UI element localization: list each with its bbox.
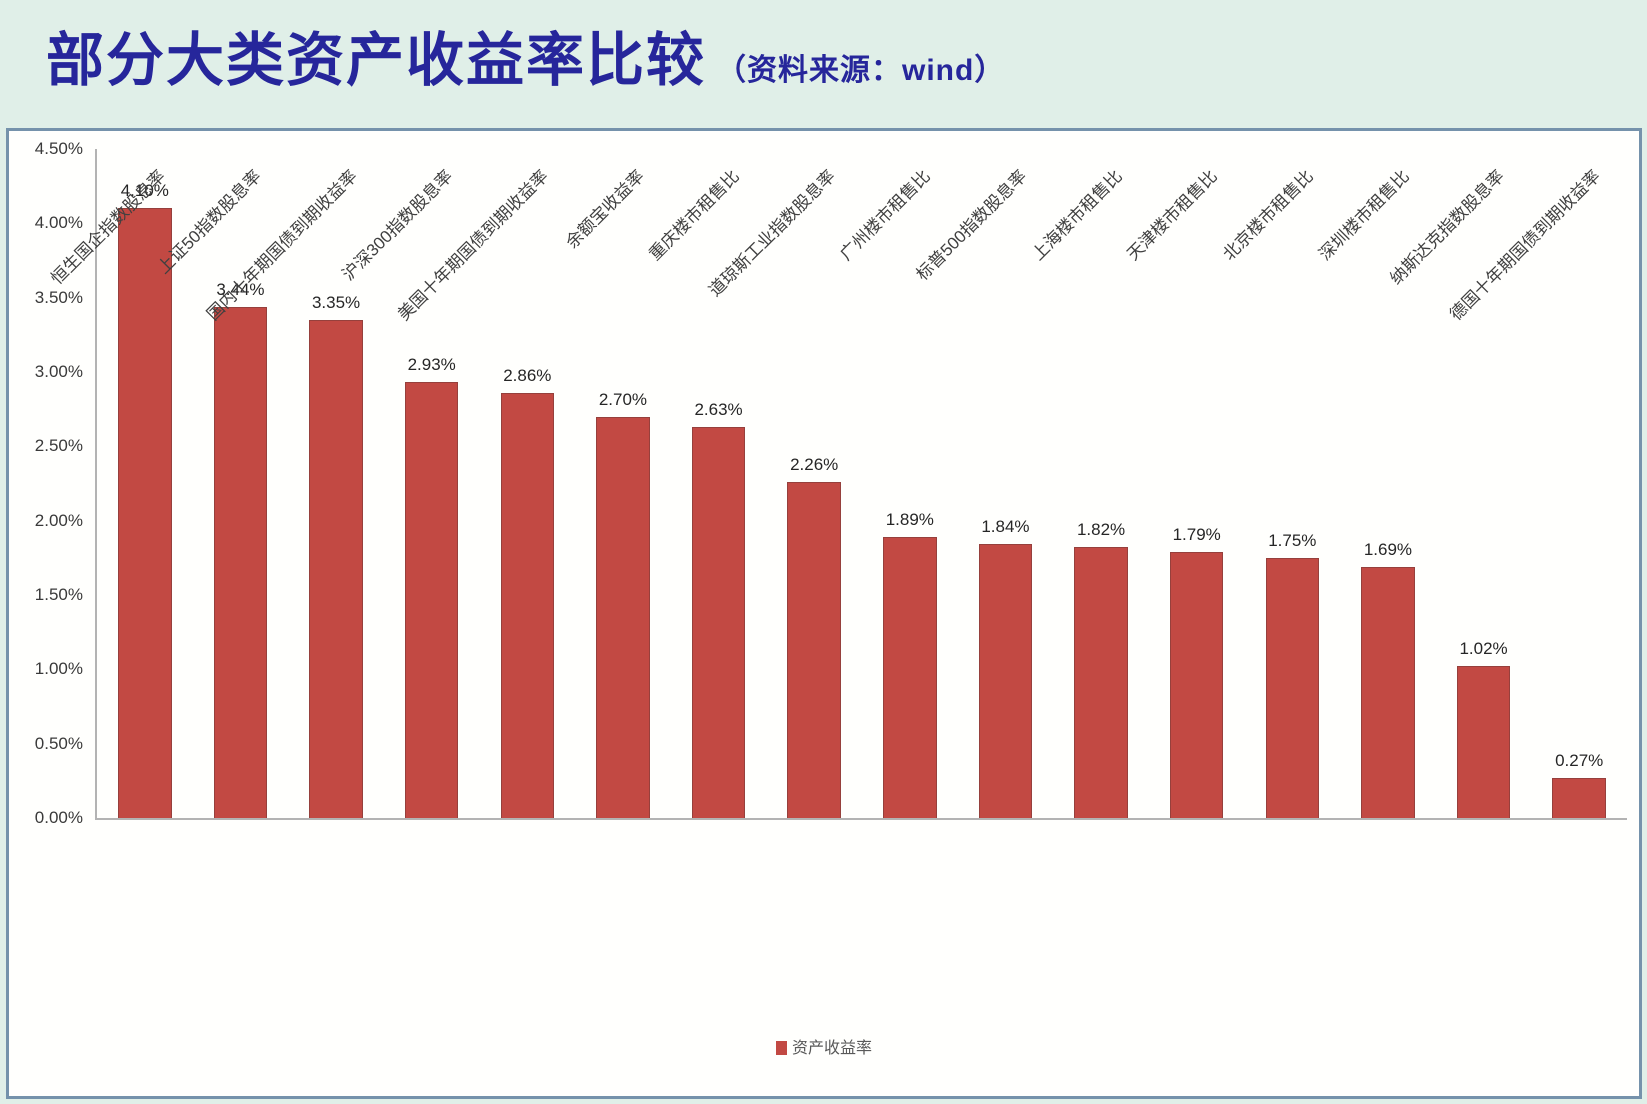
bar-slot: 3.35% 国内十年期国债到期收益率 bbox=[203, 149, 384, 818]
y-tick-label: 2.00% bbox=[34, 510, 83, 530]
bar bbox=[596, 416, 650, 818]
y-tick-label: 3.00% bbox=[34, 361, 83, 381]
y-tick-label: 0.50% bbox=[34, 733, 83, 753]
bar bbox=[883, 537, 937, 818]
bar bbox=[1074, 547, 1128, 818]
bar bbox=[1361, 566, 1415, 818]
y-tick-label: 0.00% bbox=[34, 808, 83, 827]
bar bbox=[1552, 777, 1606, 818]
legend-label: 资产收益率 bbox=[791, 1040, 872, 1057]
bar-slot: 2.26% 道琼斯工业指数股息率 bbox=[705, 149, 862, 818]
chart-frame: 4.50% 4.00% 3.50% 3.00% 2.50% 2.00% 1.50% 1.00%… bbox=[6, 128, 1642, 1099]
plot-area: 4.10% 恒生国企指数股息率 3.44% 上证50指数股息率 3.35% 国内十年期国债… bbox=[48, 149, 1627, 820]
bar-value-label: 1.79% bbox=[1172, 524, 1221, 544]
y-tick-label: 1.50% bbox=[34, 584, 83, 604]
bar-slot: 1.84% 标普500指数股息率 bbox=[912, 149, 1054, 818]
bar-slot: 1.75% 北京楼市租售比 bbox=[1219, 149, 1341, 818]
bar-slot: 2.70% 余额宝收益率 bbox=[562, 149, 671, 818]
bar bbox=[1456, 666, 1511, 818]
bar-value-label: 3.44% bbox=[216, 279, 265, 299]
bar-slot: 2.93% 沪深300指数股息率 bbox=[339, 149, 480, 818]
y-axis: 4.50% 4.00% 3.50% 3.00% 2.50% 2.00% 1.50% 1.00%… bbox=[9, 139, 83, 827]
bar-value-label: 1.89% bbox=[885, 510, 934, 530]
bar-slot: 3.44% 上证50指数股息率 bbox=[154, 149, 289, 818]
title-bar: 部分大类资产收益率比较 （资料来源：wind） bbox=[0, 0, 1647, 128]
bar-value-label: 0.27% bbox=[1555, 750, 1604, 770]
bar bbox=[1169, 551, 1224, 818]
bar-slot: 0.27% 德国十年期国债到期收益率 bbox=[1446, 149, 1627, 818]
legend: 资产收益率 bbox=[9, 1034, 1639, 1058]
bar-value-label: 2.70% bbox=[598, 389, 648, 409]
bar bbox=[787, 482, 841, 818]
bar-slot: 1.02% 纳斯达克指数股息率 bbox=[1387, 149, 1532, 818]
bar bbox=[500, 392, 555, 818]
bar-value-label: 3.35% bbox=[311, 292, 361, 312]
bar bbox=[404, 382, 459, 818]
bar-value-label: 4.10% bbox=[120, 181, 169, 201]
bar-slot: 1.79% 天津楼市租售比 bbox=[1124, 149, 1245, 818]
bar-value-label: 2.63% bbox=[694, 400, 743, 420]
bar-value-label: 1.75% bbox=[1268, 530, 1317, 550]
bar bbox=[309, 319, 363, 818]
bar-value-label: 2.93% bbox=[407, 355, 456, 375]
bar bbox=[213, 306, 268, 818]
bar-value-label: 2.86% bbox=[503, 365, 552, 385]
bar-slot: 1.89% 广州楼市租售比 bbox=[837, 149, 958, 818]
y-tick-label: 2.50% bbox=[34, 436, 83, 456]
bar-value-label: 2.26% bbox=[790, 455, 839, 475]
bar-value-label: 1.84% bbox=[981, 517, 1030, 537]
y-tick-label: 3.50% bbox=[34, 287, 83, 307]
y-tick-label: 4.00% bbox=[34, 213, 83, 233]
bar bbox=[118, 208, 172, 818]
bar-value-label: 1.82% bbox=[1076, 520, 1126, 540]
source-note: （资料来源：wind） bbox=[716, 54, 1006, 87]
legend-swatch-icon bbox=[775, 1041, 787, 1055]
page-title: 部分大类资产收益率比较 bbox=[46, 28, 707, 93]
bar-slot: 1.82% 上海楼市租售比 bbox=[1028, 149, 1149, 818]
bar-value-label: 1.69% bbox=[1363, 539, 1413, 559]
bar-slot: 4.10% 恒生国企指数股息率 bbox=[48, 149, 193, 818]
bar bbox=[1265, 557, 1320, 818]
bar bbox=[978, 544, 1033, 818]
bar-slot: 2.63% 重庆楼市租售比 bbox=[646, 149, 767, 818]
bar bbox=[691, 427, 746, 818]
bar-slot: 1.69% 深圳楼市租售比 bbox=[1315, 149, 1436, 818]
y-tick-label: 1.00% bbox=[34, 659, 83, 679]
y-tick-label: 4.50% bbox=[34, 139, 83, 158]
bar-value-label: 1.02% bbox=[1459, 639, 1508, 659]
bar-slot: 2.86% 美国十年期国债到期收益率 bbox=[394, 149, 576, 818]
